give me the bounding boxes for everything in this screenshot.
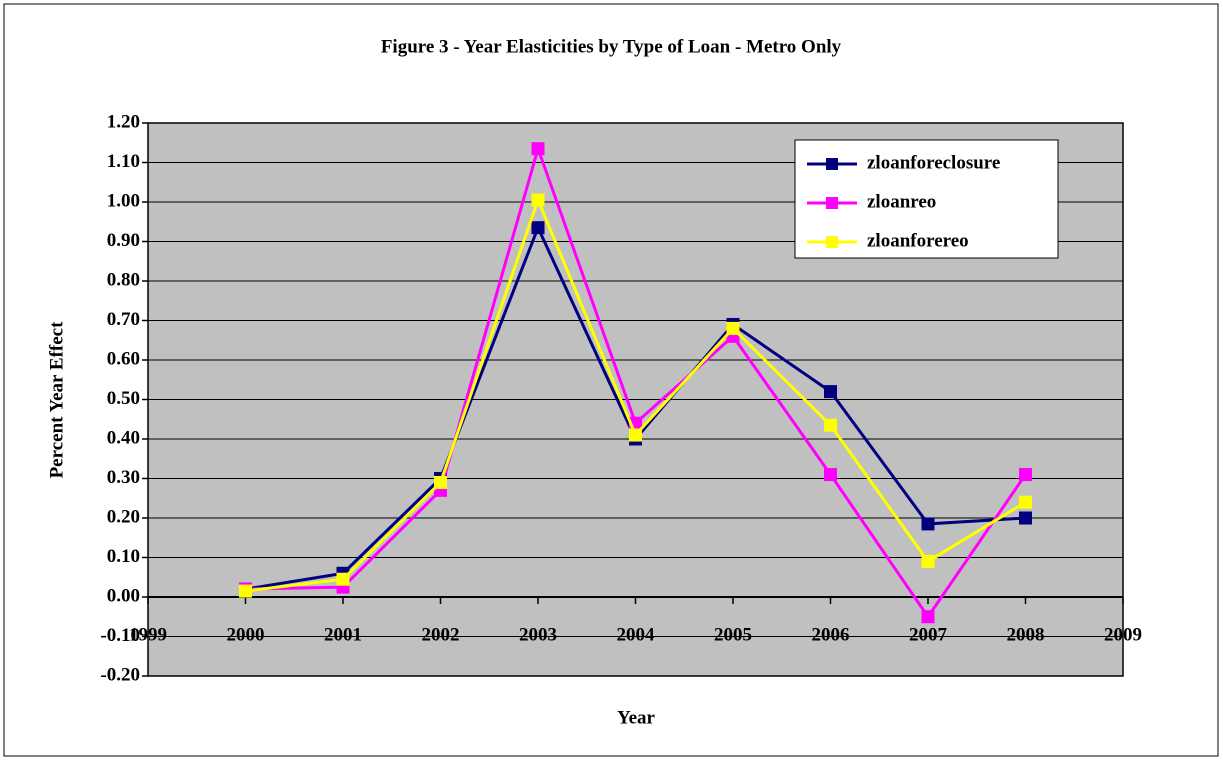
legend-marker	[826, 158, 838, 170]
x-tick-label: 2008	[1007, 624, 1045, 645]
legend-label: zloanreo	[867, 191, 936, 212]
x-tick-label: 2000	[227, 624, 265, 645]
y-tick-label: 0.10	[107, 546, 140, 567]
marker	[1019, 495, 1032, 509]
legend-marker	[826, 197, 838, 209]
y-tick-label: 0.00	[107, 585, 140, 606]
x-tick-label: 2003	[519, 624, 557, 645]
legend-box	[794, 139, 1059, 259]
y-tick-label: 0.80	[107, 269, 140, 290]
x-tick-label: 1999	[129, 624, 167, 645]
y-tick-label: 1.20	[107, 111, 140, 132]
y-tick-label: 0.50	[107, 388, 140, 409]
x-tick-label: 2002	[422, 624, 460, 645]
marker	[921, 610, 935, 624]
legend-marker	[826, 236, 838, 248]
marker	[531, 221, 545, 235]
x-tick-label: 2001	[324, 624, 362, 645]
marker	[1019, 468, 1032, 482]
x-tick-label: 2007	[909, 624, 948, 645]
marker	[726, 321, 740, 335]
y-tick-label: 0.40	[107, 427, 140, 448]
x-tick-label: 2009	[1104, 624, 1142, 645]
x-axis-label: Year	[617, 707, 656, 728]
marker	[531, 142, 545, 156]
y-axis-label: Percent Year Effect	[46, 321, 67, 479]
marker	[629, 428, 642, 442]
y-tick-label: 0.20	[107, 506, 140, 527]
marker	[434, 475, 447, 489]
x-tick-label: 2005	[714, 624, 752, 645]
x-tick-label: 2004	[617, 624, 656, 645]
chart-title: Figure 3 - Year Elasticities by Type of …	[381, 36, 842, 57]
x-tick-label: 2006	[812, 624, 850, 645]
marker	[824, 385, 837, 399]
legend-label: zloanforeclosure	[867, 152, 1000, 173]
y-tick-label: 0.70	[107, 309, 140, 330]
y-tick-label: 0.90	[107, 230, 140, 251]
marker	[921, 554, 935, 568]
marker	[921, 517, 935, 531]
y-tick-label: 1.10	[107, 151, 140, 172]
y-tick-label: 0.30	[107, 467, 140, 488]
marker	[336, 572, 350, 586]
y-tick-label: 1.00	[107, 190, 140, 211]
y-tick-label: 0.60	[107, 348, 140, 369]
marker	[531, 193, 545, 207]
marker	[1019, 511, 1032, 525]
y-tick-label: -0.10	[100, 625, 140, 646]
legend-label: zloanforereo	[867, 230, 969, 251]
marker	[824, 418, 837, 432]
y-tick-label: -0.20	[100, 664, 140, 685]
marker	[824, 468, 837, 482]
marker	[239, 584, 252, 598]
